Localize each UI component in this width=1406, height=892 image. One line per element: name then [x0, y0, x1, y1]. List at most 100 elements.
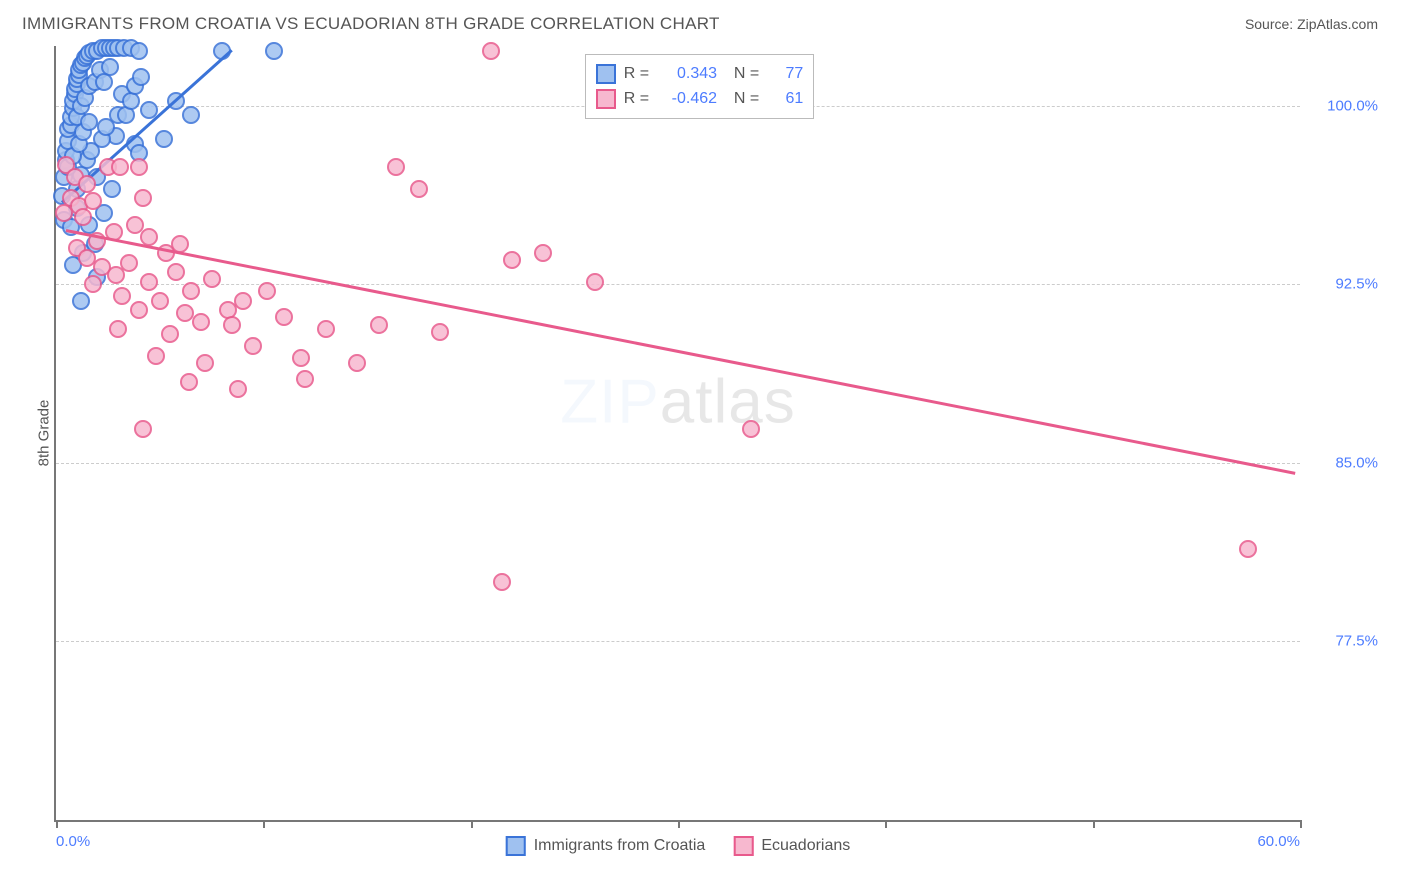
legend-item-croatia: Immigrants from Croatia — [506, 836, 706, 856]
scatter-point — [111, 158, 129, 176]
scatter-point — [292, 349, 310, 367]
x-tick-label: 0.0% — [56, 833, 90, 850]
n-label: N = — [725, 61, 759, 87]
chart-container: 8th Grade ZIPatlas Immigrants from Croat… — [22, 46, 1382, 870]
x-tick — [471, 820, 473, 828]
scatter-point — [265, 42, 283, 60]
scatter-point — [493, 573, 511, 591]
scatter-point — [151, 292, 169, 310]
scatter-point — [742, 420, 760, 438]
r-value: -0.462 — [657, 86, 717, 112]
scatter-point — [192, 313, 210, 331]
scatter-point — [534, 244, 552, 262]
chart-title: IMMIGRANTS FROM CROATIA VS ECUADORIAN 8T… — [22, 14, 720, 34]
legend-row: R = -0.462 N = 61 — [596, 86, 804, 112]
scatter-point — [109, 320, 127, 338]
source-value: ZipAtlas.com — [1297, 16, 1378, 32]
x-tick — [678, 820, 680, 828]
x-tick — [1300, 820, 1302, 828]
watermark: ZIPatlas — [560, 367, 795, 438]
legend-swatch-icon — [506, 836, 526, 856]
scatter-point — [101, 58, 119, 76]
scatter-point — [182, 282, 200, 300]
scatter-point — [140, 273, 158, 291]
scatter-point — [370, 316, 388, 334]
scatter-point — [147, 347, 165, 365]
scatter-point — [410, 180, 428, 198]
scatter-point — [196, 354, 214, 372]
scatter-point — [130, 158, 148, 176]
y-tick-label: 100.0% — [1327, 97, 1378, 114]
watermark-part1: ZIP — [560, 368, 659, 437]
scatter-point — [161, 325, 179, 343]
legend-swatch-icon — [596, 89, 616, 109]
legend-label: Immigrants from Croatia — [534, 837, 706, 855]
scatter-point — [84, 275, 102, 293]
scatter-point — [275, 308, 293, 326]
scatter-point — [120, 254, 138, 272]
scatter-point — [1239, 540, 1257, 558]
scatter-point — [229, 380, 247, 398]
n-label: N = — [725, 86, 759, 112]
scatter-point — [167, 263, 185, 281]
legend-swatch-icon — [596, 64, 616, 84]
y-axis-label: 8th Grade — [36, 400, 53, 467]
scatter-point — [223, 316, 241, 334]
scatter-point — [482, 42, 500, 60]
x-tick — [1093, 820, 1095, 828]
correlation-legend: R = 0.343 N = 77R = -0.462 N = 61 — [585, 54, 815, 119]
scatter-point — [55, 204, 73, 222]
scatter-point — [203, 270, 221, 288]
scatter-point — [431, 323, 449, 341]
scatter-point — [130, 42, 148, 60]
scatter-point — [176, 304, 194, 322]
source-label: Source: — [1245, 16, 1293, 32]
scatter-point — [317, 320, 335, 338]
gridline — [56, 463, 1300, 464]
scatter-point — [84, 192, 102, 210]
scatter-point — [72, 292, 90, 310]
y-tick-label: 77.5% — [1335, 633, 1378, 650]
scatter-point — [182, 106, 200, 124]
scatter-point — [140, 228, 158, 246]
scatter-point — [134, 189, 152, 207]
n-value: 61 — [767, 86, 803, 112]
scatter-point — [155, 130, 173, 148]
plot-area: 8th Grade ZIPatlas Immigrants from Croat… — [54, 46, 1300, 822]
scatter-point — [113, 287, 131, 305]
scatter-point — [586, 273, 604, 291]
x-tick-label: 60.0% — [1257, 833, 1300, 850]
x-tick — [56, 820, 58, 828]
x-tick — [885, 820, 887, 828]
y-tick-label: 92.5% — [1335, 276, 1378, 293]
scatter-point — [503, 251, 521, 269]
watermark-part2: atlas — [660, 368, 796, 437]
bottom-legend: Immigrants from Croatia Ecuadorians — [506, 836, 851, 856]
scatter-point — [348, 354, 366, 372]
gridline — [56, 284, 1300, 285]
legend-row: R =0.343 N =77 — [596, 61, 804, 87]
legend-item-ecuadorians: Ecuadorians — [733, 836, 850, 856]
n-value: 77 — [767, 61, 803, 87]
x-tick — [263, 820, 265, 828]
legend-swatch-icon — [733, 836, 753, 856]
scatter-point — [97, 118, 115, 136]
scatter-point — [387, 158, 405, 176]
r-label: R = — [624, 86, 649, 112]
scatter-point — [258, 282, 276, 300]
scatter-point — [132, 68, 150, 86]
r-value: 0.343 — [657, 61, 717, 87]
scatter-point — [234, 292, 252, 310]
scatter-point — [134, 420, 152, 438]
y-tick-label: 85.0% — [1335, 454, 1378, 471]
legend-label: Ecuadorians — [761, 837, 850, 855]
scatter-point — [78, 175, 96, 193]
scatter-point — [244, 337, 262, 355]
source-attribution: Source: ZipAtlas.com — [1245, 16, 1378, 32]
scatter-point — [74, 208, 92, 226]
scatter-point — [80, 113, 98, 131]
gridline — [56, 641, 1300, 642]
scatter-point — [180, 373, 198, 391]
scatter-point — [130, 301, 148, 319]
scatter-point — [103, 180, 121, 198]
